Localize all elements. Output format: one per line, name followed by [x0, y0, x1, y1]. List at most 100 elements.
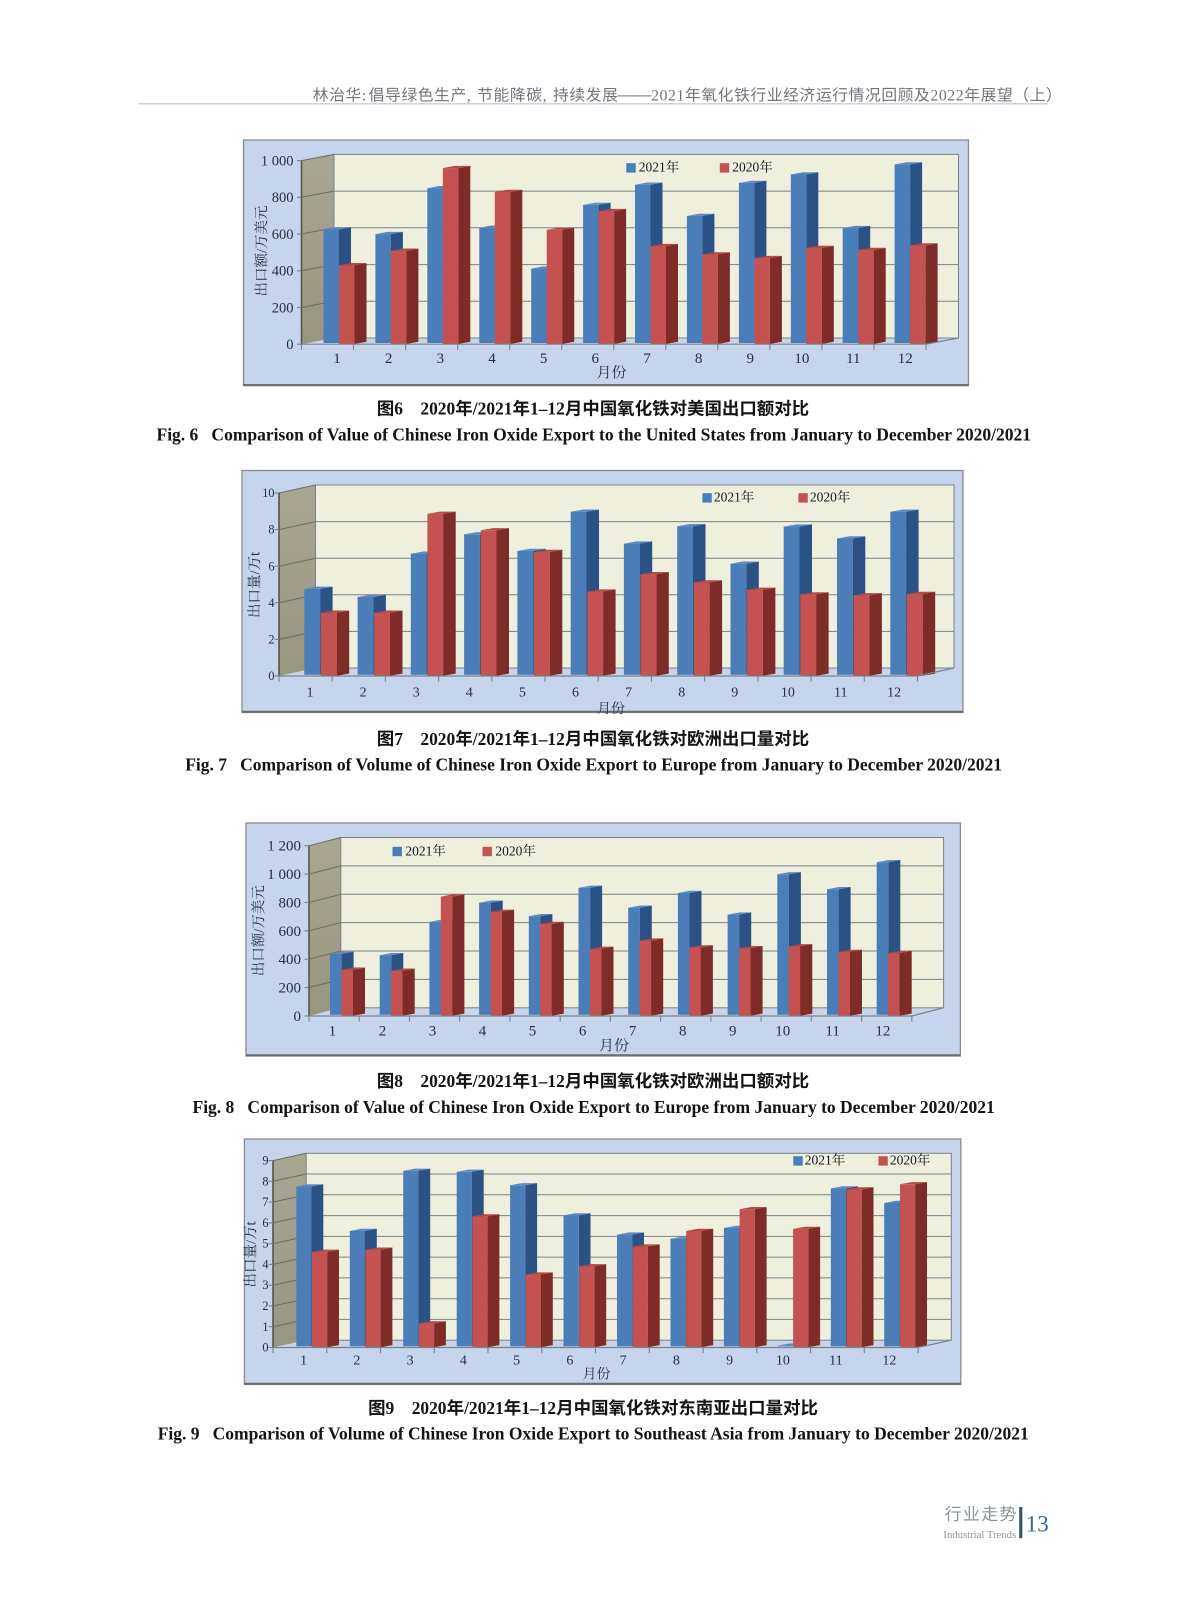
svg-text:/: / — [251, 928, 267, 933]
svg-text:5: 5 — [529, 1024, 537, 1040]
svg-text:1: 1 — [333, 351, 341, 367]
svg-text:/2021: /2021 — [463, 1398, 504, 1418]
svg-text:2021: 2021 — [651, 88, 685, 105]
svg-text:Fig. 8 Comparison of Value o: Fig. 8 Comparison of Value of Chinese Ir… — [193, 1097, 995, 1117]
svg-text:6: 6 — [592, 351, 600, 367]
svg-text:5: 5 — [513, 1354, 520, 1369]
svg-text:5: 5 — [519, 686, 526, 701]
svg-text:11: 11 — [829, 1354, 842, 1369]
svg-text:Industrial Trends: Industrial Trends — [943, 1529, 1016, 1541]
svg-text:800: 800 — [279, 895, 302, 911]
svg-text:8: 8 — [268, 523, 274, 537]
svg-text:1: 1 — [300, 1354, 307, 1369]
svg-text:7: 7 — [629, 1024, 637, 1040]
svg-text:400: 400 — [272, 264, 294, 280]
svg-text:6: 6 — [572, 686, 579, 701]
svg-text:1–12: 1–12 — [530, 1071, 565, 1091]
svg-text:7: 7 — [262, 1195, 268, 1209]
svg-text:/2021: /2021 — [472, 399, 513, 419]
svg-text:0: 0 — [294, 1009, 302, 1025]
svg-text:Fig. 6 Comparison of Value o: Fig. 6 Comparison of Value of Chinese Ir… — [157, 424, 1032, 444]
svg-text:1: 1 — [262, 1320, 268, 1334]
svg-text:4: 4 — [479, 1024, 487, 1040]
svg-text:6: 6 — [262, 1216, 268, 1230]
svg-text:,: , — [543, 88, 548, 105]
svg-text:9: 9 — [731, 686, 738, 701]
svg-text:3: 3 — [413, 686, 420, 701]
svg-text:6: 6 — [579, 1024, 587, 1040]
svg-text:6: 6 — [268, 559, 274, 573]
svg-text:8: 8 — [262, 1174, 268, 1188]
svg-text:200: 200 — [279, 981, 302, 997]
svg-text:/2021: /2021 — [472, 1071, 513, 1091]
svg-text:2020: 2020 — [495, 843, 522, 858]
svg-text:0: 0 — [262, 1341, 268, 1355]
svg-text:/2021: /2021 — [472, 729, 513, 749]
svg-text:2: 2 — [360, 686, 367, 701]
svg-text:200: 200 — [272, 300, 294, 316]
svg-text:/: / — [247, 570, 263, 575]
svg-text:2: 2 — [385, 351, 393, 367]
svg-text:2021: 2021 — [714, 490, 741, 505]
svg-text:2021: 2021 — [405, 843, 432, 858]
svg-text:2020: 2020 — [890, 1153, 917, 1168]
svg-text:7: 7 — [620, 1354, 627, 1369]
svg-text:Fig. 9 Comparison of Volume: Fig. 9 Comparison of Volume of Chinese I… — [158, 1424, 1029, 1444]
svg-text:1–12: 1–12 — [530, 729, 565, 749]
svg-text:9: 9 — [726, 1354, 733, 1369]
svg-text:4: 4 — [466, 686, 473, 701]
svg-text:8: 8 — [394, 1071, 403, 1091]
svg-text:8: 8 — [678, 686, 685, 701]
svg-text:/: / — [254, 248, 270, 253]
svg-text:3: 3 — [429, 1024, 437, 1040]
svg-text:2: 2 — [268, 633, 274, 647]
svg-text:5: 5 — [262, 1237, 268, 1251]
svg-text:10: 10 — [794, 351, 809, 367]
svg-text:t: t — [243, 1221, 259, 1225]
svg-text:12: 12 — [887, 686, 901, 701]
svg-text:2: 2 — [262, 1299, 268, 1313]
svg-text:5: 5 — [540, 351, 548, 367]
svg-text:600: 600 — [272, 227, 294, 243]
svg-text:,: , — [467, 88, 472, 105]
svg-text:8: 8 — [695, 351, 703, 367]
svg-text:2020: 2020 — [420, 729, 455, 749]
svg-text:2020: 2020 — [810, 490, 837, 505]
svg-text:800: 800 — [272, 190, 294, 206]
svg-text:Fig. 7 Comparison of Volume: Fig. 7 Comparison of Volume of Chinese I… — [185, 755, 1002, 775]
svg-text:1–12: 1–12 — [521, 1398, 556, 1418]
svg-text:8: 8 — [679, 1024, 687, 1040]
svg-text:7: 7 — [394, 729, 403, 749]
svg-text:4: 4 — [268, 596, 274, 610]
svg-text:6: 6 — [394, 399, 403, 419]
svg-text:11: 11 — [846, 351, 860, 367]
svg-text:1 200: 1 200 — [267, 839, 301, 855]
svg-text:4: 4 — [262, 1258, 268, 1272]
svg-text:1: 1 — [307, 686, 314, 701]
svg-text:9: 9 — [386, 1398, 395, 1418]
svg-text::: : — [362, 88, 367, 105]
svg-text:10: 10 — [262, 486, 274, 500]
svg-text:2: 2 — [379, 1024, 387, 1040]
svg-text:2020: 2020 — [412, 1398, 447, 1418]
svg-text:10: 10 — [776, 1354, 790, 1369]
svg-text:400: 400 — [279, 952, 302, 968]
svg-text:/: / — [243, 1239, 259, 1244]
svg-text:11: 11 — [825, 1024, 839, 1040]
svg-text:0: 0 — [268, 669, 274, 683]
svg-text:6: 6 — [566, 1354, 573, 1369]
svg-text:11: 11 — [834, 686, 847, 701]
svg-text:600: 600 — [279, 924, 302, 940]
svg-text:1 000: 1 000 — [267, 867, 301, 883]
svg-text:t: t — [247, 552, 263, 556]
svg-text:10: 10 — [775, 1024, 790, 1040]
svg-text:9: 9 — [262, 1154, 268, 1168]
svg-text:1 000: 1 000 — [261, 153, 294, 169]
svg-text:2021: 2021 — [805, 1153, 832, 1168]
svg-text:2020: 2020 — [420, 399, 455, 419]
svg-text:4: 4 — [460, 1354, 467, 1369]
svg-text:10: 10 — [781, 686, 795, 701]
svg-text:13: 13 — [1026, 1512, 1049, 1537]
svg-text:7: 7 — [643, 351, 651, 367]
svg-text:4: 4 — [488, 351, 496, 367]
